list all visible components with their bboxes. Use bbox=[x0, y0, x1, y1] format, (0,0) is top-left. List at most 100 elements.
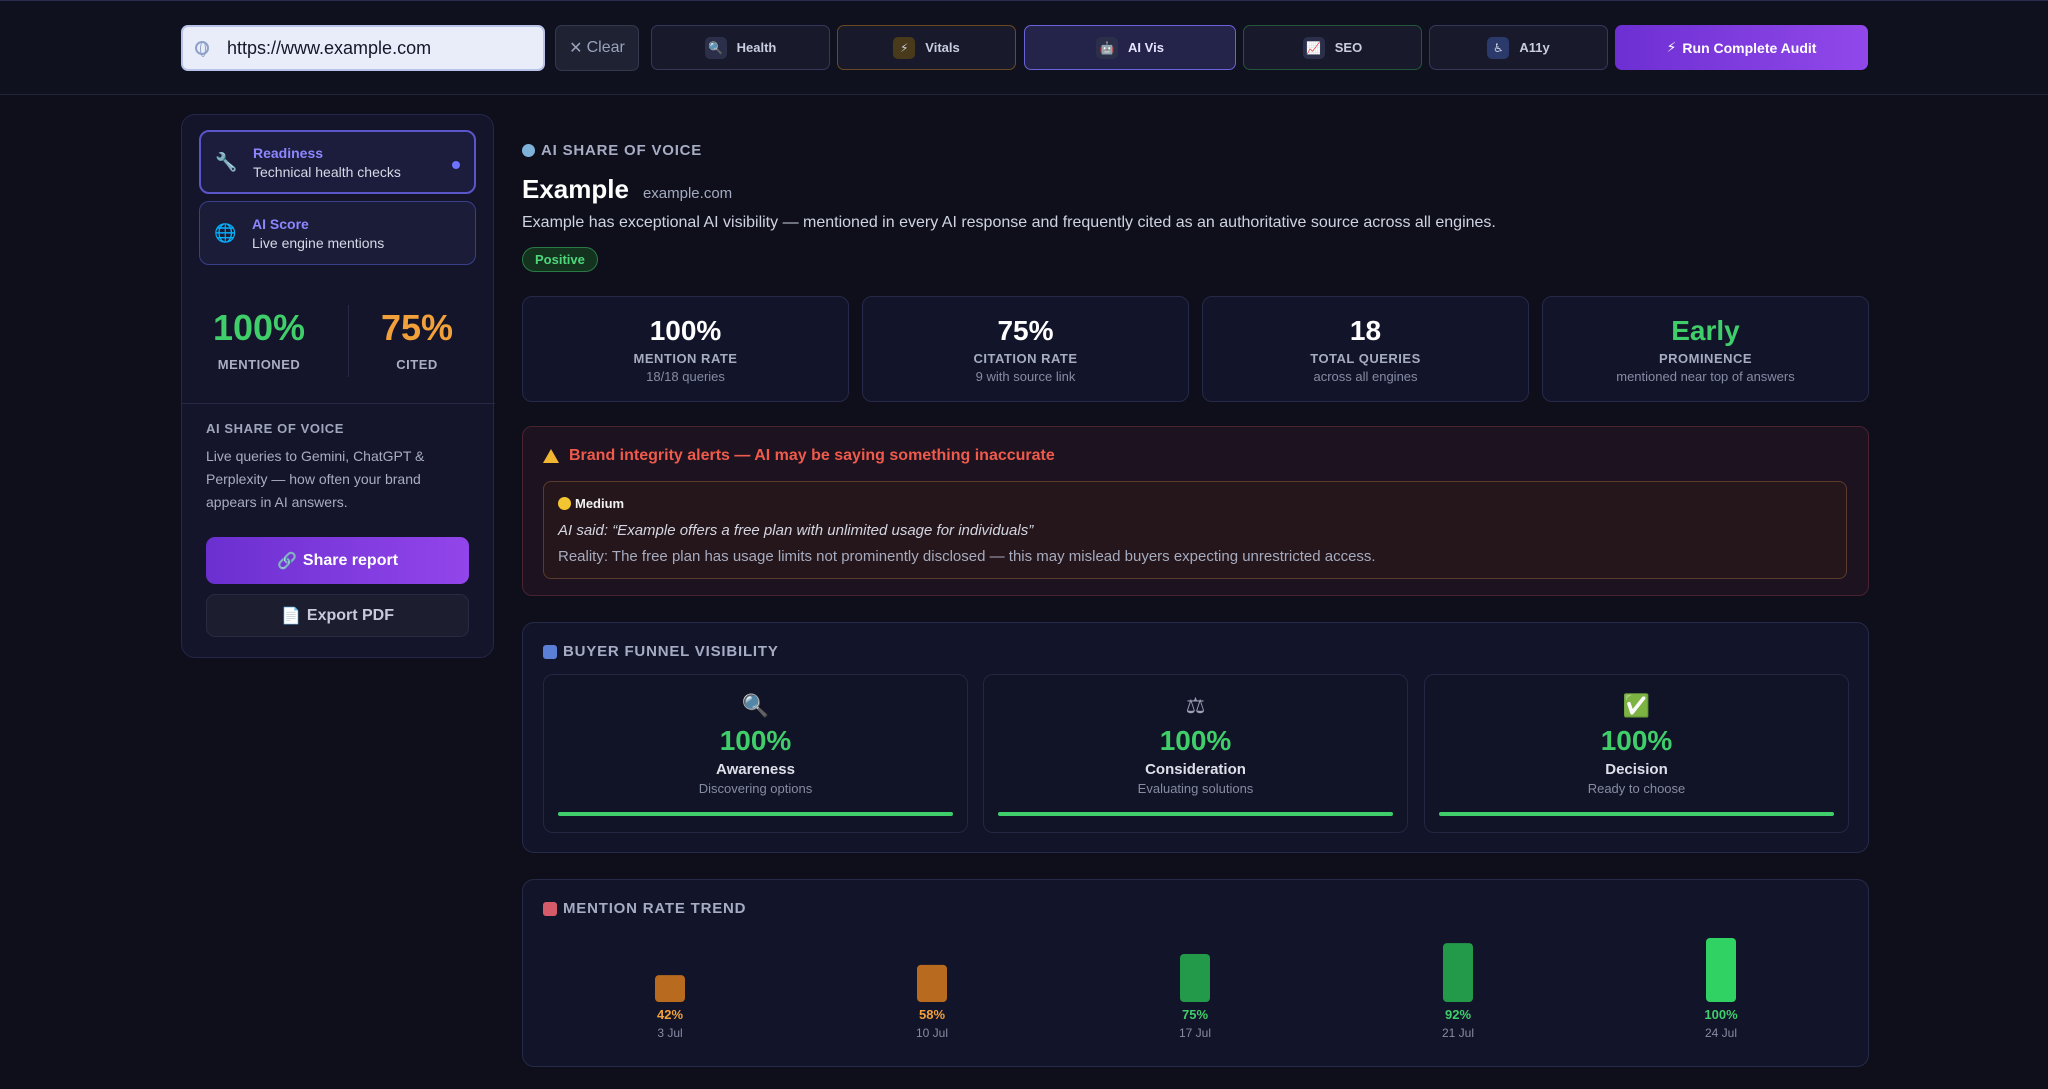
sidebar-item-title: AI Score bbox=[252, 215, 309, 232]
active-indicator bbox=[452, 161, 460, 169]
funnel-label: Consideration bbox=[1145, 761, 1246, 778]
divider bbox=[348, 305, 349, 377]
tab-label: SEO bbox=[1334, 40, 1363, 55]
kpi-label: MENTION RATE bbox=[633, 351, 738, 366]
alerts-title: Brand integrity alerts — AI may be sayin… bbox=[543, 447, 1055, 465]
cited-value: 75% bbox=[380, 307, 454, 348]
sidebar-item-subtitle: Technical health checks bbox=[253, 163, 401, 180]
kpi-prominence: Early PROMINENCE mentioned near top of a… bbox=[1542, 296, 1869, 402]
export-pdf-button[interactable]: 📄 Export PDF bbox=[206, 594, 469, 637]
buyer-funnel-panel: BUYER FUNNEL VISIBILITY 🔍 100% Awareness… bbox=[522, 622, 1869, 853]
bar-chart-icon bbox=[543, 644, 557, 659]
kpi-subtext: across all engines bbox=[1313, 369, 1418, 384]
mention-rate-trend-panel: MENTION RATE TREND 42% 3 Jul 58% 10 Jul 75% 1… bbox=[522, 879, 1869, 1067]
funnel-label: Decision bbox=[1605, 761, 1668, 778]
trend-value-label: 75% bbox=[1182, 1007, 1208, 1022]
kpi-subtext: 9 with source link bbox=[975, 369, 1076, 384]
trend-value-label: 58% bbox=[919, 1007, 945, 1022]
trend-category-label: 17 Jul bbox=[1179, 1026, 1211, 1040]
clear-label: Clear bbox=[586, 39, 625, 56]
tab-seo[interactable]: 📈 SEO bbox=[1243, 25, 1422, 70]
trend-category-label: 3 Jul bbox=[657, 1026, 682, 1040]
chart-up-icon: 📈 bbox=[1302, 36, 1325, 59]
sidebar-item-readiness[interactable]: 🔧 Readiness Technical health checks bbox=[199, 130, 476, 194]
panel-title-text: BUYER FUNNEL VISIBILITY bbox=[563, 643, 779, 660]
tab-label: AI Vis bbox=[1128, 40, 1164, 55]
kpi-label: CITATION RATE bbox=[973, 351, 1078, 366]
funnel-progress-fill bbox=[998, 812, 1393, 816]
share-report-button[interactable]: 🔗 Share report bbox=[206, 537, 469, 584]
brand-domain: example.com bbox=[642, 185, 733, 202]
brand-summary: Example has exceptional AI visibility — … bbox=[522, 214, 1496, 231]
funnel-progress-bar bbox=[558, 812, 953, 816]
run-complete-audit-button[interactable]: ⚡ Run Complete Audit bbox=[1615, 25, 1868, 70]
top-toolbar: ✕ Clear 🔍 Health ⚡ Vitals 🤖 AI Vis 📈 SEO… bbox=[0, 0, 2048, 95]
mentioned-label: MENTIONED bbox=[217, 357, 301, 372]
accessibility-icon: ♿ bbox=[1487, 36, 1510, 59]
globe-icon: 🌐 bbox=[214, 222, 237, 243]
kpi-value: 100% bbox=[649, 315, 722, 346]
sidebar-heading: AI SHARE OF VOICE bbox=[206, 421, 345, 436]
kpi-value: 18 bbox=[1349, 315, 1382, 346]
severity-text: Medium bbox=[575, 496, 625, 511]
kpi-label: PROMINENCE bbox=[1658, 351, 1753, 366]
line-chart-icon bbox=[543, 901, 557, 916]
cited-stat: 75% CITED bbox=[342, 307, 492, 372]
alert-item: Medium AI said: “Example offers a free p… bbox=[543, 481, 1847, 579]
globe-icon bbox=[522, 144, 535, 157]
share-label: Share report bbox=[302, 551, 399, 569]
yellow-dot-icon bbox=[558, 497, 571, 510]
robot-icon: 🤖 bbox=[1096, 36, 1119, 59]
kpi-mention-rate: 100% MENTION RATE 18/18 queries bbox=[522, 296, 849, 402]
trend-bar bbox=[1443, 943, 1473, 1002]
tab-label: Health bbox=[736, 40, 777, 55]
run-label: Run Complete Audit bbox=[1682, 39, 1817, 56]
tab-vitals[interactable]: ⚡ Vitals bbox=[837, 25, 1016, 70]
brand-header: Example example.com bbox=[522, 174, 732, 205]
funnel-subtext: Evaluating solutions bbox=[1137, 781, 1254, 796]
funnel-progress-bar bbox=[1439, 812, 1834, 816]
trend-bar bbox=[1180, 954, 1210, 1002]
kpi-subtext: 18/18 queries bbox=[646, 369, 725, 384]
url-input[interactable] bbox=[227, 37, 527, 59]
divider bbox=[182, 403, 495, 404]
tab-ai-vis[interactable]: 🤖 AI Vis bbox=[1024, 25, 1236, 70]
tab-label: Vitals bbox=[925, 40, 960, 55]
lightning-icon: ⚡ bbox=[893, 36, 916, 59]
funnel-subtext: Ready to choose bbox=[1587, 781, 1686, 796]
funnel-value: 100% bbox=[1600, 725, 1673, 756]
lightning-icon: ⚡ bbox=[1666, 39, 1677, 55]
warning-icon bbox=[543, 449, 559, 463]
url-field[interactable] bbox=[181, 25, 545, 71]
trend-bar bbox=[655, 975, 685, 1002]
tab-label: A11y bbox=[1519, 40, 1550, 55]
sidebar-item-ai-score[interactable]: 🌐 AI Score Live engine mentions bbox=[199, 201, 476, 265]
kpi-subtext: mentioned near top of answers bbox=[1616, 369, 1795, 384]
mentioned-stat: 100% MENTIONED bbox=[184, 307, 334, 372]
trend-bar bbox=[917, 964, 947, 1002]
severity-badge: Medium bbox=[558, 496, 624, 511]
clear-button[interactable]: ✕ Clear bbox=[555, 25, 639, 71]
ai-said-text: AI said: “Example offers a free plan wit… bbox=[558, 522, 1034, 539]
funnel-value: 100% bbox=[719, 725, 792, 756]
kpi-citation-rate: 75% CITATION RATE 9 with source link bbox=[862, 296, 1189, 402]
section-label: AI SHARE OF VOICE bbox=[522, 142, 702, 159]
funnel-progress-bar bbox=[998, 812, 1393, 816]
globe-icon bbox=[195, 41, 209, 57]
kpi-total-queries: 18 TOTAL QUERIES across all engines bbox=[1202, 296, 1529, 402]
kpi-value: Early bbox=[1671, 315, 1740, 346]
sidebar-description: Live queries to Gemini, ChatGPT & Perple… bbox=[206, 448, 425, 510]
magnifier-icon: 🔍 bbox=[741, 693, 770, 718]
brand-integrity-alerts: Brand integrity alerts — AI may be sayin… bbox=[522, 426, 1869, 596]
funnel-stage-awareness: 🔍 100% Awareness Discovering options bbox=[543, 674, 968, 833]
trend-category-label: 21 Jul bbox=[1442, 1026, 1474, 1040]
tab-a11y[interactable]: ♿ A11y bbox=[1429, 25, 1608, 70]
panel-title: BUYER FUNNEL VISIBILITY bbox=[543, 643, 779, 660]
check-icon: ✅ bbox=[1622, 693, 1651, 718]
tab-health[interactable]: 🔍 Health bbox=[651, 25, 830, 70]
funnel-subtext: Discovering options bbox=[698, 781, 813, 796]
scales-icon: ⚖ bbox=[1185, 693, 1206, 718]
document-icon: 📄 bbox=[280, 607, 301, 625]
funnel-value: 100% bbox=[1159, 725, 1232, 756]
trend-category-label: 10 Jul bbox=[916, 1026, 948, 1040]
